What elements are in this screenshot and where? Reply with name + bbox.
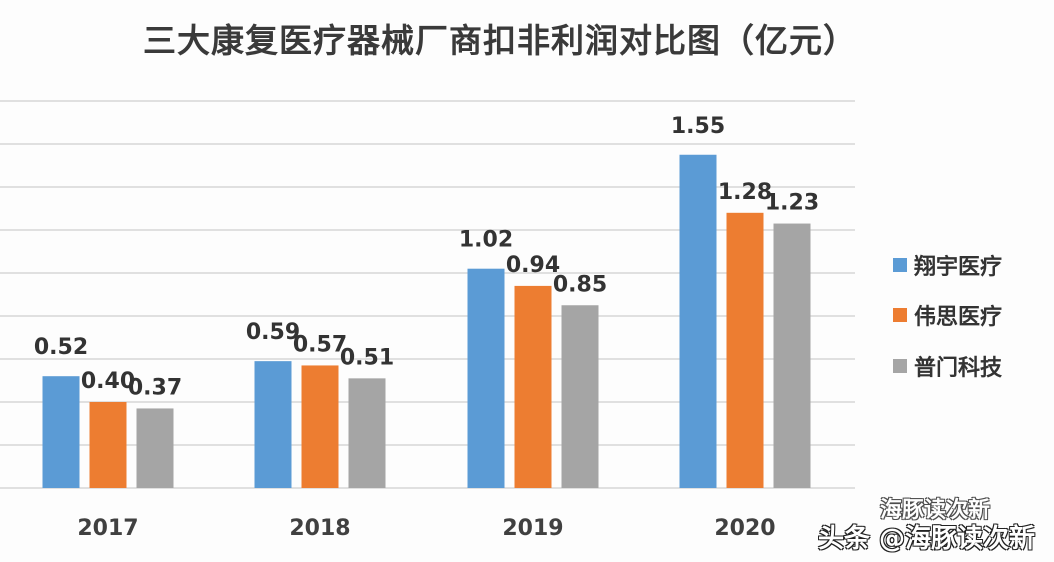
data-label: 0.40 <box>81 369 135 394</box>
legend-label: 伟思医疗 <box>914 304 1002 330</box>
x-tick-label: 2017 <box>77 516 138 541</box>
watermark-wechat: 海豚读次新 <box>880 498 991 523</box>
x-tick-label: 2020 <box>714 516 775 541</box>
watermark-toutiao: 头条 @海豚读次新 <box>818 524 1036 554</box>
legend-swatch <box>893 258 907 272</box>
chart-title: 三大康复医疗器械厂商扣非利润对比图（亿元） <box>143 21 857 60</box>
bar <box>301 365 339 488</box>
legend-swatch <box>893 359 907 373</box>
data-label: 0.52 <box>34 335 88 360</box>
bar <box>348 378 386 488</box>
data-label: 1.28 <box>718 180 772 205</box>
bar <box>136 408 174 488</box>
bar <box>726 212 764 489</box>
data-label: 1.23 <box>765 191 819 216</box>
bar <box>773 223 811 489</box>
bar <box>89 402 127 488</box>
data-label: 1.55 <box>671 114 725 139</box>
legend-label: 普门科技 <box>914 355 1003 381</box>
data-label: 0.51 <box>340 345 394 370</box>
x-tick-label: 2019 <box>502 516 563 541</box>
data-label: 0.37 <box>128 375 182 400</box>
data-label: 1.02 <box>459 228 513 253</box>
bar <box>42 376 80 488</box>
bar <box>467 268 505 488</box>
bar <box>679 154 717 488</box>
bar <box>514 285 552 488</box>
bar <box>561 305 599 488</box>
legend-swatch <box>893 308 907 322</box>
data-label: 0.85 <box>553 272 607 297</box>
legend-label: 翔宇医疗 <box>913 254 1002 280</box>
x-tick-label: 2018 <box>289 516 350 541</box>
data-label: 0.94 <box>506 253 560 278</box>
data-label: 0.59 <box>246 320 300 345</box>
data-label: 0.57 <box>293 332 347 357</box>
bar <box>254 361 292 488</box>
